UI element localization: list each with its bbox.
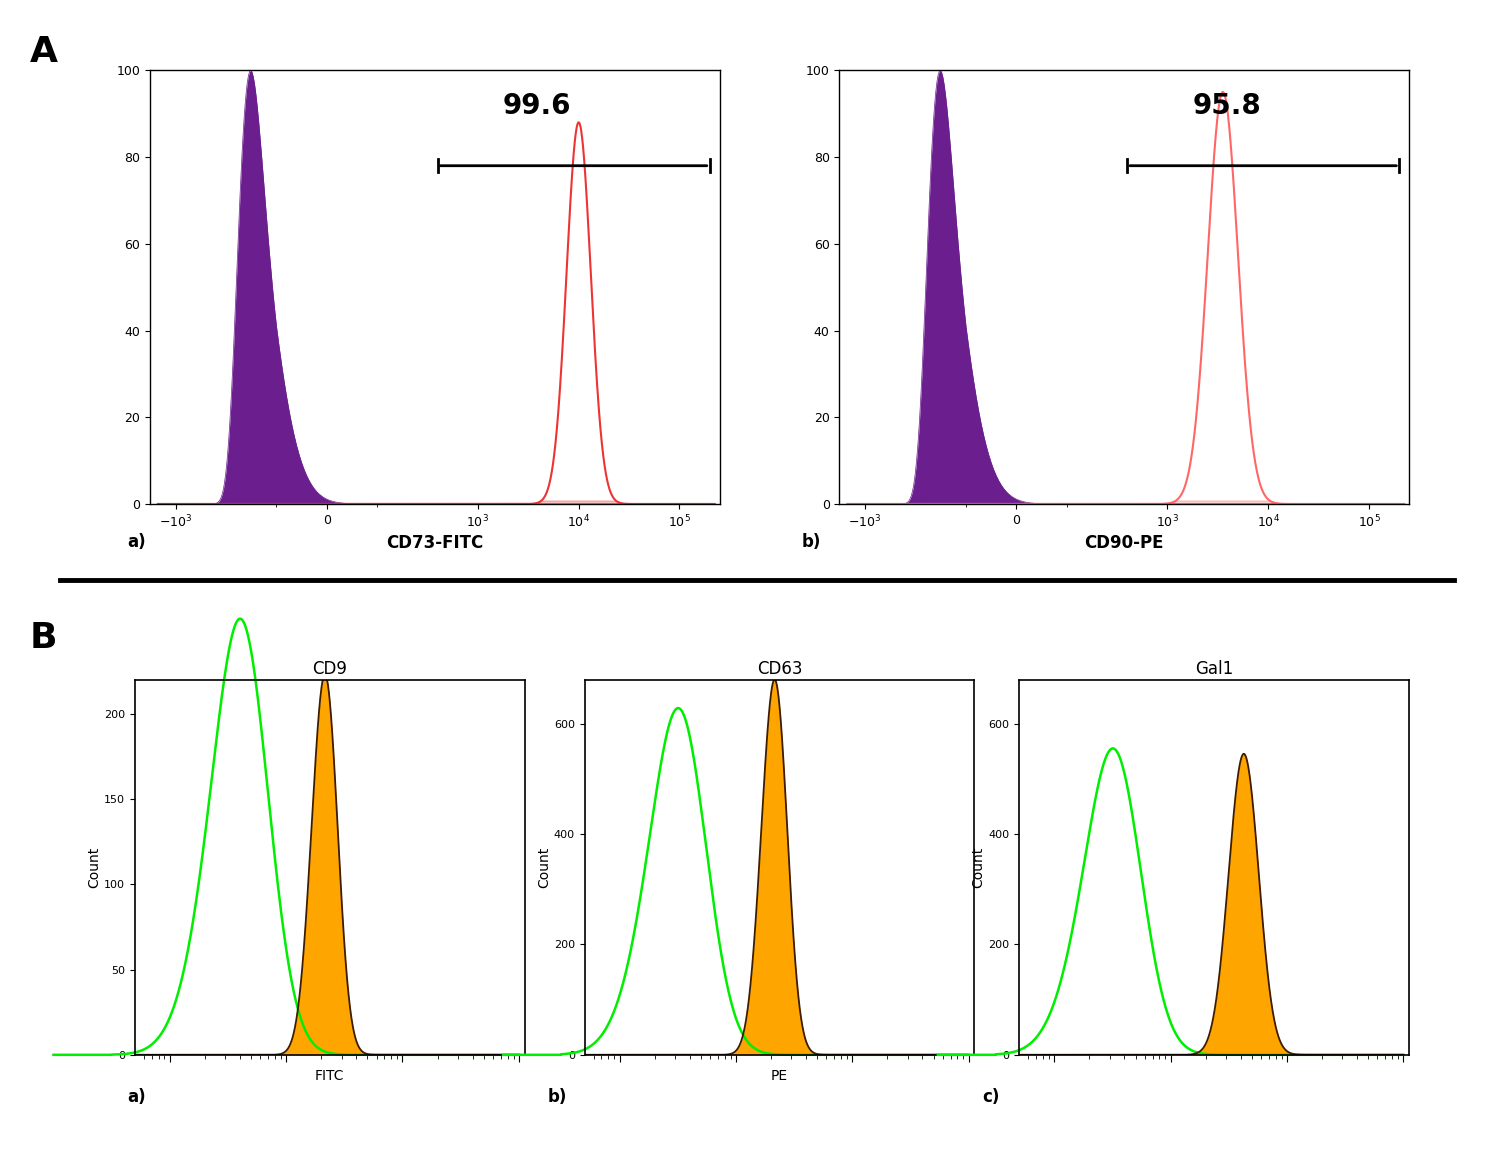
Y-axis label: Count: Count xyxy=(537,846,552,888)
Text: b): b) xyxy=(547,1088,567,1105)
X-axis label: PE: PE xyxy=(770,1069,788,1083)
Text: B: B xyxy=(30,621,57,655)
Title: Gal1: Gal1 xyxy=(1195,660,1234,679)
Text: 99.6: 99.6 xyxy=(504,93,571,120)
Text: b): b) xyxy=(802,533,821,551)
X-axis label: CD73-FITC: CD73-FITC xyxy=(387,534,483,552)
X-axis label: CD90-PE: CD90-PE xyxy=(1084,534,1165,552)
Text: c): c) xyxy=(982,1088,1000,1105)
Title: CD9: CD9 xyxy=(312,660,348,679)
X-axis label: FITC: FITC xyxy=(315,1069,345,1083)
Text: a): a) xyxy=(127,533,145,551)
Text: a): a) xyxy=(127,1088,145,1105)
Y-axis label: Count: Count xyxy=(971,846,986,888)
Title: CD63: CD63 xyxy=(757,660,802,679)
Text: A: A xyxy=(30,35,58,69)
Text: 95.8: 95.8 xyxy=(1192,93,1261,120)
Y-axis label: Count: Count xyxy=(87,846,102,888)
